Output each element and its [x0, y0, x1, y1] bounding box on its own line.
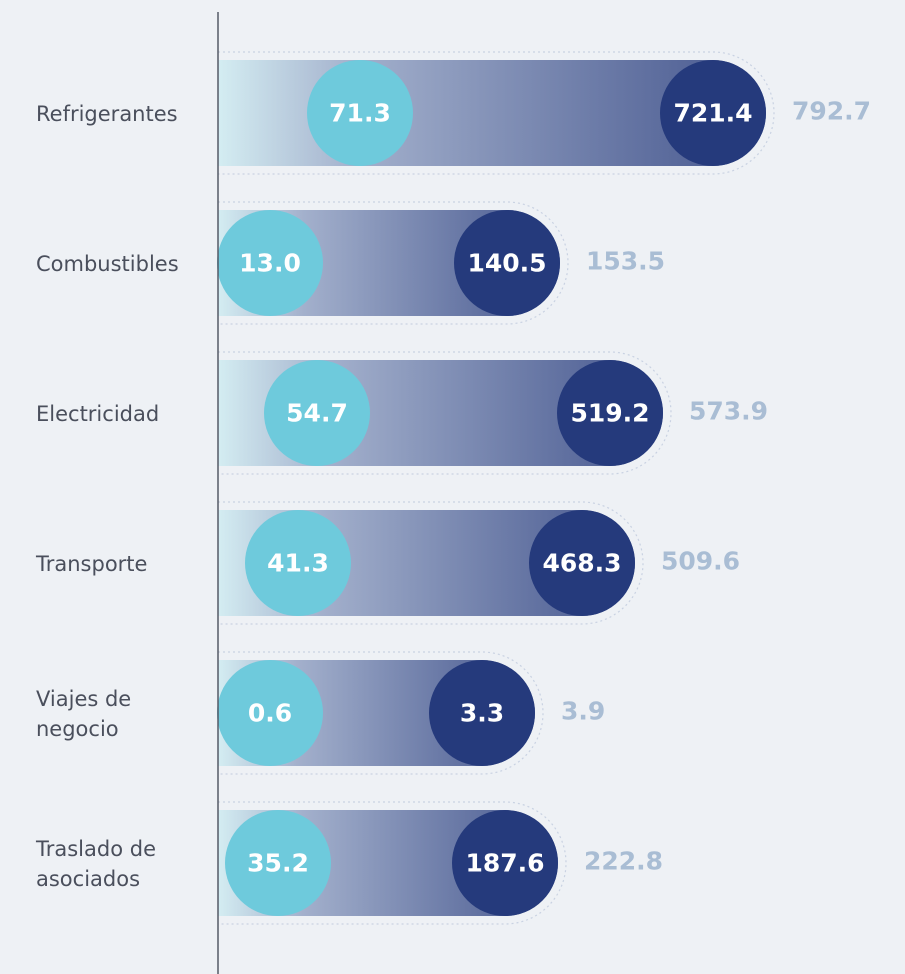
- row-label: Transporte: [35, 552, 147, 576]
- total-value: 573.9: [689, 397, 768, 426]
- bar-outline: [218, 801, 567, 925]
- second-circle: [529, 510, 635, 616]
- row-label: Traslado de: [35, 837, 156, 861]
- row-label: Refrigerantes: [36, 102, 178, 126]
- first-circle: [217, 660, 323, 766]
- total-value: 153.5: [586, 247, 665, 276]
- bar-outline: [218, 651, 544, 775]
- total-value: 3.9: [561, 697, 605, 726]
- first-circle: [245, 510, 351, 616]
- second-circle: [660, 60, 766, 166]
- first-value: 71.3: [329, 99, 391, 128]
- second-value: 468.3: [542, 549, 621, 578]
- bar-outline: [218, 201, 569, 325]
- second-value: 187.6: [465, 849, 544, 878]
- second-circle: [429, 660, 535, 766]
- first-value: 0.6: [248, 699, 292, 728]
- row-label: asociados: [36, 867, 140, 891]
- first-value: 13.0: [239, 249, 301, 278]
- row-label: negocio: [36, 717, 119, 741]
- first-value: 41.3: [267, 549, 329, 578]
- bar-outline: [218, 501, 644, 625]
- bar-outline: [218, 51, 775, 175]
- second-circle: [557, 360, 663, 466]
- first-circle: [307, 60, 413, 166]
- second-value: 140.5: [467, 249, 546, 278]
- bar-outline: [218, 351, 672, 475]
- second-value: 721.4: [673, 99, 752, 128]
- total-value: 222.8: [584, 847, 663, 876]
- second-circle: [452, 810, 558, 916]
- second-circle: [454, 210, 560, 316]
- row-label: Viajes de: [36, 687, 131, 711]
- total-value: 509.6: [661, 547, 740, 576]
- rows: 71.3 721.4 792.7 Refrigerantes 13.0 140.5 153.…: [35, 51, 871, 925]
- first-circle: [225, 810, 331, 916]
- first-circle: [264, 360, 370, 466]
- row-label: Electricidad: [36, 402, 159, 426]
- first-value: 35.2: [247, 849, 309, 878]
- first-circle: [217, 210, 323, 316]
- second-value: 3.3: [460, 699, 504, 728]
- first-value: 54.7: [286, 399, 348, 428]
- second-value: 519.2: [570, 399, 649, 428]
- row-label: Combustibles: [36, 252, 179, 276]
- total-value: 792.7: [792, 97, 871, 126]
